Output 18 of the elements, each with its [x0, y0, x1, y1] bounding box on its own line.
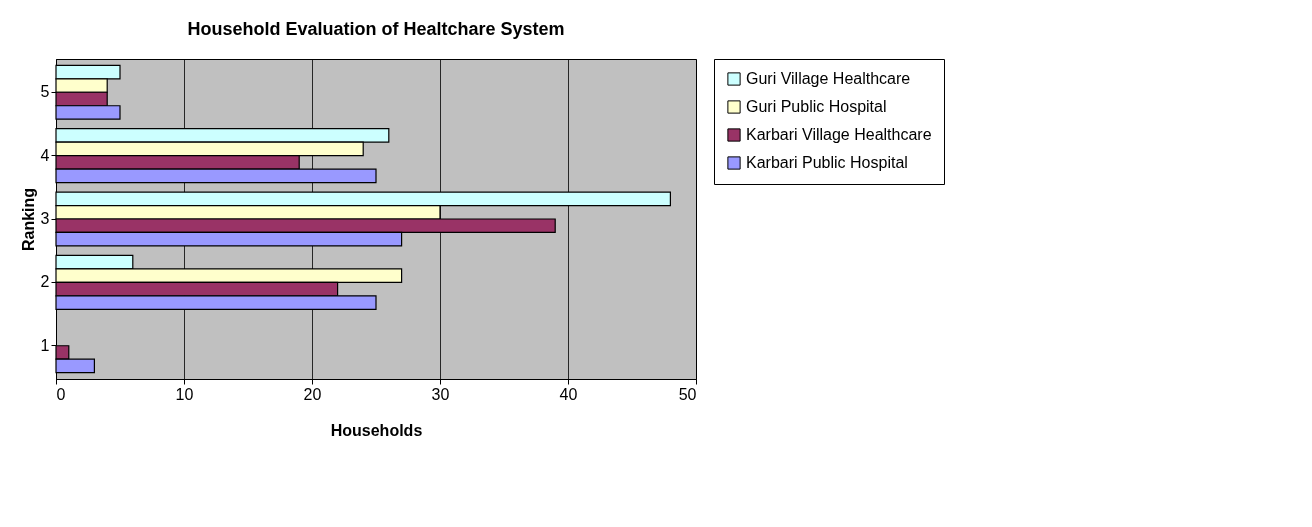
x-tick-label: 10: [175, 385, 194, 403]
y-tick-label: 1: [40, 336, 50, 354]
legend-label: Karbari Public Hospital: [746, 154, 908, 171]
legend-label: Guri Public Hospital: [746, 98, 887, 115]
y-tick-label: 4: [40, 146, 50, 164]
y-tick-label: 3: [40, 210, 50, 227]
x-tick-label: 50: [678, 385, 697, 403]
y-tick-label: 5: [40, 83, 50, 101]
y-axis-title: Ranking: [19, 187, 37, 252]
chart-title: Household Evaluation of Healtchare System: [187, 18, 565, 39]
x-tick-label: 30: [431, 385, 450, 403]
x-axis-title: Households: [330, 421, 423, 439]
legend-label: Karbari Village Healthcare: [746, 126, 932, 143]
y-tick-label: 2: [40, 273, 50, 291]
x-tick-label: 20: [303, 385, 322, 403]
x-tick-label: 0: [56, 385, 66, 403]
legend-label: Guri Village Healthcare: [746, 70, 911, 87]
x-tick-label: 40: [559, 385, 578, 403]
